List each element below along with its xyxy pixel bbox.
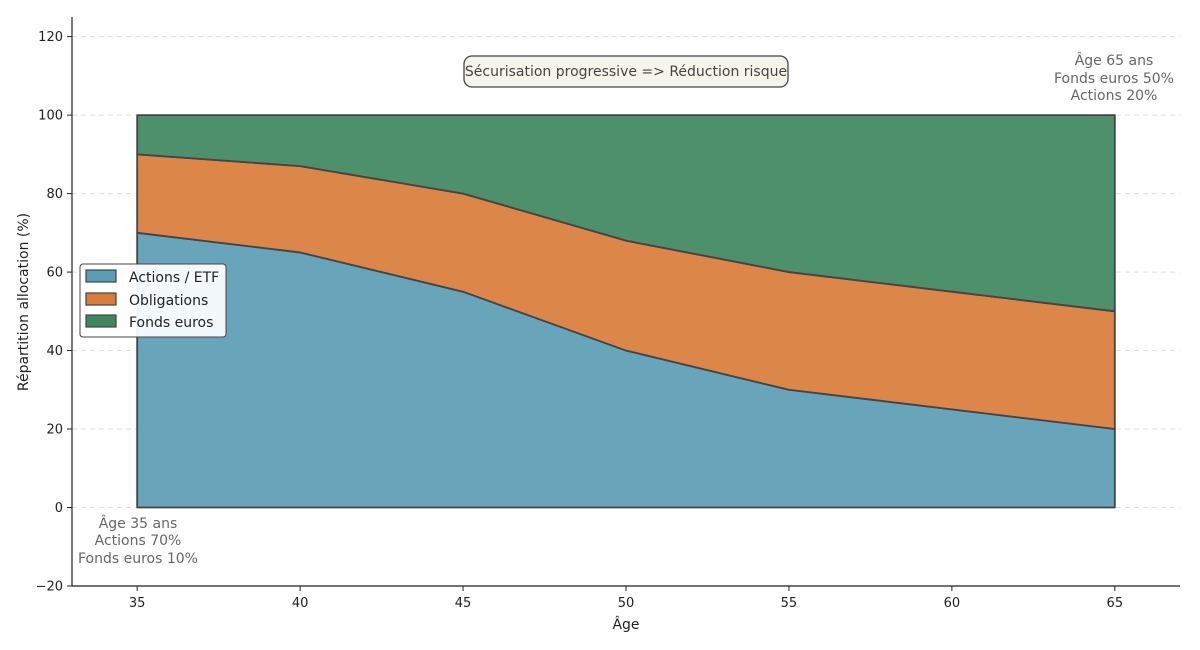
annotation-box-frame: [463, 55, 789, 88]
y-tick-label: −20: [36, 580, 63, 595]
x-tick-label: 45: [455, 596, 472, 611]
end-annotation: Âge 65 ans Fonds euros 50% Actions 20%: [1054, 51, 1174, 104]
y-tick-label: 80: [46, 187, 63, 202]
y-ticks: −20 0 20 40 60 80 100 120: [36, 30, 72, 595]
end-annotation-line: Fonds euros 50%: [1054, 71, 1174, 87]
x-tick-label: 60: [944, 596, 961, 611]
y-tick-label: 40: [46, 344, 63, 359]
legend-swatch-obligations: [85, 292, 117, 306]
legend-swatch-fonds-euros: [85, 314, 117, 328]
legend: Actions / ETF Obligations Fonds euros: [79, 263, 227, 338]
legend-label-fonds-euros: Fonds euros: [129, 315, 213, 331]
end-annotation-line: Âge 65 ans: [1075, 51, 1154, 69]
start-annotation-line: Actions 70%: [95, 533, 182, 549]
start-annotation: Âge 35 ans Actions 70% Fonds euros 10%: [78, 514, 198, 567]
start-annotation-line: Fonds euros 10%: [78, 551, 198, 567]
y-tick-label: 120: [38, 30, 63, 45]
x-tick-label: 40: [292, 596, 309, 611]
start-annotation-line: Âge 35 ans: [99, 514, 178, 532]
annotation-box-text: Sécurisation progressive => Réduction ri…: [465, 64, 787, 80]
x-ticks: 35 40 45 50 55 60 65: [129, 586, 1123, 611]
legend-label-actions: Actions / ETF: [129, 270, 219, 286]
y-tick-label: 100: [38, 109, 63, 124]
x-tick-label: 35: [129, 596, 146, 611]
x-tick-label: 50: [618, 596, 635, 611]
y-axis-label: Répartition allocation (%): [16, 213, 32, 391]
x-axis-label: Âge: [612, 615, 639, 633]
legend-label-obligations: Obligations: [129, 293, 208, 309]
y-tick-label: 20: [46, 423, 63, 438]
x-tick-label: 65: [1107, 596, 1124, 611]
stacked-areas: [136, 114, 1116, 509]
area-fonds-euros: [136, 114, 1116, 313]
x-tick-label: 55: [781, 596, 798, 611]
end-annotation-line: Actions 20%: [1071, 88, 1158, 104]
legend-swatch-actions: [85, 269, 117, 283]
y-tick-label: 60: [46, 266, 63, 281]
y-tick-label: 0: [55, 501, 63, 516]
annotation-box: Sécurisation progressive => Réduction ri…: [463, 55, 789, 88]
